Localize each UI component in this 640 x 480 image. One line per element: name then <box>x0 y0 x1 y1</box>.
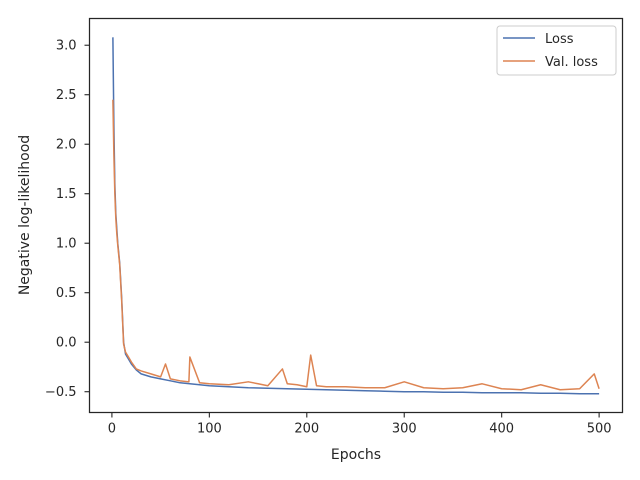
y-tick-label: 0.5 <box>56 286 77 301</box>
x-tick-label: 300 <box>392 422 417 437</box>
x-tick-label: 0 <box>108 422 116 437</box>
y-axis-title: Negative log-likelihood <box>17 135 33 295</box>
y-tick-label: −0.5 <box>45 385 77 400</box>
legend-label-loss: Loss <box>545 32 574 47</box>
plot-frame <box>88 17 624 414</box>
legend-label-val-loss: Val. loss <box>545 55 598 70</box>
x-tick-label: 200 <box>294 422 319 437</box>
y-tick-label: 2.0 <box>56 138 77 153</box>
y-axis-ticks: −0.5 0.0 0.5 1.0 1.5 2.0 2.5 3.0 <box>45 39 90 400</box>
x-tick-label: 500 <box>587 422 612 437</box>
x-axis-title: Epochs <box>331 447 381 463</box>
y-tick-label: 3.0 <box>56 39 77 54</box>
plot-background <box>89 18 623 413</box>
y-tick-label: 1.0 <box>56 237 77 252</box>
y-tick-label: 1.5 <box>56 187 77 202</box>
series-layer <box>112 37 600 395</box>
y-tick-label: 0.0 <box>56 336 77 351</box>
y-tick-label: 2.5 <box>56 88 77 103</box>
x-tick-label: 100 <box>197 422 222 437</box>
legend: Loss Val. loss <box>496 25 617 76</box>
x-tick-label: 400 <box>489 422 514 437</box>
x-axis-ticks: 0 100 200 300 400 500 <box>108 412 612 437</box>
series-line-val-loss <box>112 99 600 391</box>
